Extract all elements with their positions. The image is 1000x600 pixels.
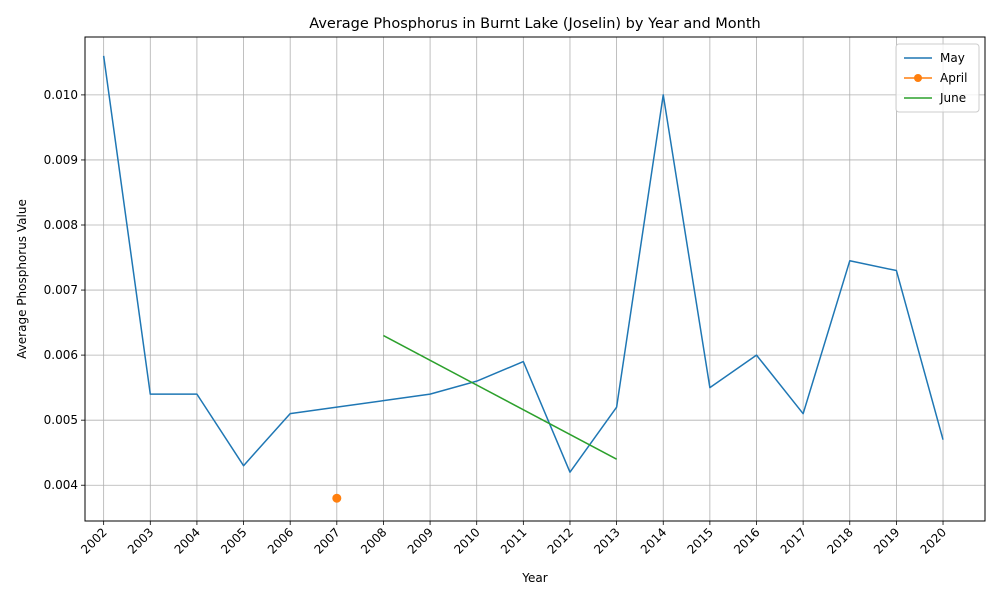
y-axis: 0.004 0.005 0.006 0.007 0.008 0.009 0.010: [44, 88, 85, 492]
y-tick-label: 0.006: [44, 348, 78, 362]
series-line-june: [383, 334, 617, 460]
y-tick-label: 0.007: [44, 283, 78, 297]
chart-title: Average Phosphorus in Burnt Lake (Joseli…: [309, 16, 760, 32]
legend-label-may: May: [940, 51, 965, 65]
y-axis-label: Average Phosphorus Value: [15, 199, 29, 359]
legend-marker-april: [914, 74, 922, 82]
legend-box: [895, 43, 980, 113]
legend-label-june: June: [939, 91, 966, 105]
plot-lines: [102, 55, 944, 503]
legend-label-april: April: [940, 71, 967, 85]
plot-frame: [84, 36, 986, 522]
y-tick-label: 0.004: [44, 478, 78, 492]
y-tick-label: 0.009: [44, 153, 78, 167]
grid: [85, 37, 985, 521]
series-line-may: [102, 55, 944, 473]
y-tick-label: 0.008: [44, 218, 78, 232]
y-tick-label: 0.010: [44, 88, 78, 102]
y-tick-label: 0.005: [44, 413, 78, 427]
legend: May April June: [895, 43, 980, 113]
x-axis-label: Year: [521, 571, 547, 585]
data-point-april: [332, 493, 342, 503]
